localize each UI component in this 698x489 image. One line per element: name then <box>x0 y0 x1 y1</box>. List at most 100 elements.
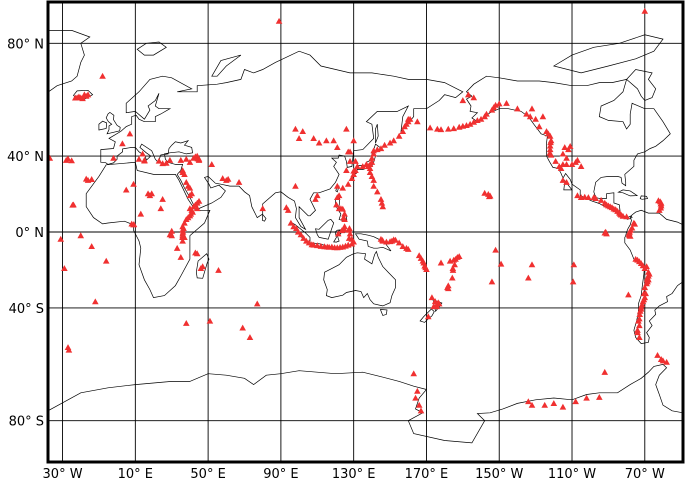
volcano-marker <box>79 95 86 102</box>
volcano-marker <box>334 230 342 237</box>
volcano-marker <box>412 394 419 401</box>
volcano-marker <box>155 157 163 164</box>
volcano-marker <box>275 17 283 24</box>
volcano-marker <box>404 115 412 122</box>
volcano-markers <box>48 7 670 414</box>
volcano-marker <box>294 228 302 235</box>
volcano-marker <box>566 142 574 149</box>
volcano-marker <box>339 205 347 212</box>
volcano-marker <box>341 223 348 230</box>
volcano-marker <box>395 239 403 246</box>
volcano-marker <box>417 407 425 414</box>
volcano-marker <box>295 135 303 142</box>
volcano-marker <box>139 150 146 157</box>
volcano-marker <box>656 207 663 213</box>
volcano-marker <box>574 156 581 163</box>
volcano-marker <box>657 356 665 362</box>
volcano-marker <box>135 155 143 162</box>
x-tick-label: 10° E <box>118 467 153 482</box>
volcano-marker <box>92 298 99 305</box>
volcano-marker <box>292 125 299 132</box>
volcano-marker <box>159 195 166 202</box>
volcano-marker <box>642 290 650 297</box>
volcano-marker <box>193 199 201 206</box>
volcano-marker <box>193 250 201 257</box>
volcano-marker <box>392 236 399 243</box>
volcano-marker <box>299 128 307 135</box>
volcano-marker <box>381 141 388 148</box>
volcano-marker <box>219 175 226 181</box>
volcano-marker <box>173 244 181 251</box>
volcano-marker <box>253 300 261 307</box>
volcano-marker <box>395 132 403 139</box>
volcano-marker <box>574 192 581 199</box>
volcano-marker <box>346 225 353 232</box>
volcano-marker <box>378 199 386 206</box>
volcano-marker <box>483 110 490 117</box>
volcano-marker <box>341 210 348 217</box>
volcano-marker <box>84 91 92 98</box>
volcano-marker <box>497 260 505 267</box>
volcano-marker <box>410 370 418 377</box>
volcano-marker <box>525 398 532 405</box>
volcano-marker <box>64 155 72 162</box>
volcano-marker <box>585 194 592 201</box>
volcano-marker <box>130 180 137 187</box>
volcano-marker <box>625 291 632 298</box>
volcano-marker <box>523 110 530 117</box>
x-tick-label: 110° W <box>548 467 596 482</box>
volcano-marker <box>626 232 634 239</box>
volcano-marker <box>428 294 436 301</box>
y-tick-label: 0° N <box>15 226 44 241</box>
volcano-marker <box>477 115 485 122</box>
volcano-marker <box>338 227 346 234</box>
volcano-marker <box>470 118 478 125</box>
volcano-marker <box>141 157 148 164</box>
x-tick-label: 170° E <box>405 467 449 482</box>
volcano-marker <box>437 259 445 266</box>
volcano-marker <box>287 219 295 226</box>
coastline-srilanka <box>261 213 267 222</box>
volcano-marker <box>346 157 354 164</box>
volcano-marker <box>565 146 572 153</box>
y-tick-label: 80° S <box>9 415 44 430</box>
volcano-marker <box>492 246 499 253</box>
coastline-borneo <box>315 218 335 240</box>
volcano-marker <box>71 94 79 101</box>
volcano-marker <box>466 120 474 127</box>
volcano-marker <box>435 300 443 307</box>
volcano-marker <box>546 132 554 139</box>
volcano-marker <box>379 236 386 243</box>
x-tick-label: 130° E <box>332 467 376 482</box>
volcano-marker <box>592 195 599 201</box>
volcano-marker <box>449 267 457 273</box>
volcano-marker <box>370 177 377 183</box>
volcano-marker <box>339 184 347 191</box>
volcano-marker <box>403 120 410 127</box>
x-tick-label: 150° W <box>475 467 523 482</box>
volcano-marker <box>346 148 354 155</box>
volcano-marker <box>636 322 643 329</box>
volcano-marker <box>426 124 434 131</box>
volcano-marker <box>386 139 394 146</box>
volcano-marker <box>374 188 381 195</box>
volcano-marker <box>431 298 439 305</box>
volcano-marker <box>246 334 254 340</box>
volcano-marker <box>333 201 340 208</box>
volcano-marker <box>77 232 85 239</box>
volcano-marker <box>335 192 343 199</box>
volcano-marker <box>206 317 214 324</box>
volcano-marker <box>292 182 299 189</box>
volcano-marker <box>122 186 130 193</box>
volcano-marker <box>193 205 201 212</box>
coastline-baffin <box>626 69 657 101</box>
volcano-marker <box>312 195 319 202</box>
volcano-marker <box>563 161 570 167</box>
volcano-marker <box>186 192 194 199</box>
volcano-marker <box>568 161 576 167</box>
x-tick-label: 90° E <box>263 467 298 482</box>
coastline-tasmania <box>379 309 388 316</box>
volcano-marker <box>481 189 488 196</box>
volcano-marker <box>657 199 665 206</box>
volcano-marker <box>535 123 543 130</box>
